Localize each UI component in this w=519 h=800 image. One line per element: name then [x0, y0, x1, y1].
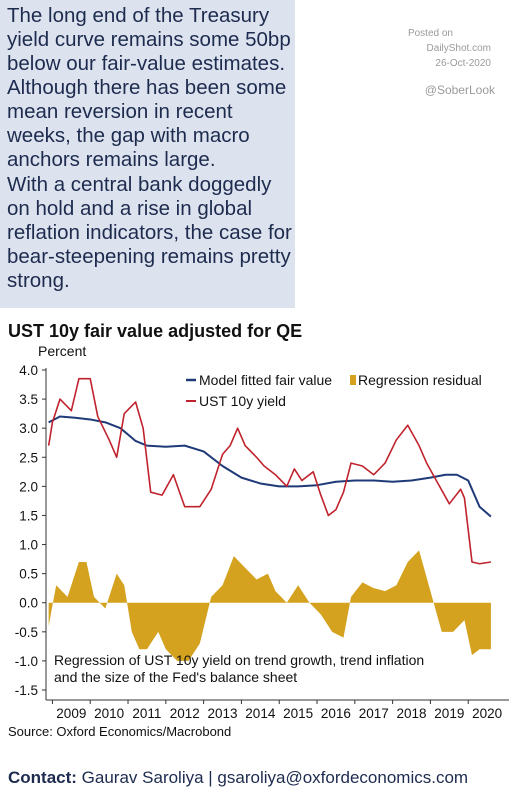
x-tick-label: 2020 [472, 706, 502, 720]
x-tick-label: 2016 [321, 706, 351, 720]
chart-title: UST 10y fair value adjusted for QE [8, 321, 303, 341]
legend-swatch-residual [350, 375, 356, 385]
annotation-text: Regression of UST 10y yield on trend gro… [54, 652, 424, 685]
y-tick-label: 1.5 [19, 508, 38, 523]
legend-label-residual: Regression residual [358, 372, 482, 388]
series-lines-group [47, 377, 492, 565]
y-tick-label: 2.5 [19, 450, 38, 465]
x-tick-label: 2010 [94, 706, 124, 720]
commentary-paragraph-2: With a central bank doggedly on hold and… [7, 173, 292, 292]
y-tick-label: -1.5 [15, 683, 38, 698]
y-tick-label: 3.5 [19, 392, 38, 407]
residual-area [48, 550, 491, 661]
commentary-paragraph-1: The long end of the Treasury yield curve… [7, 4, 291, 171]
legend-label-fair-value: Model fitted fair value [199, 372, 332, 388]
y-tick-label: -1.0 [15, 654, 38, 669]
y-tick-label: 4.0 [19, 363, 38, 378]
watermark-site: DailyShot.com [426, 43, 491, 54]
x-tick-label: 2013 [208, 706, 238, 720]
watermark: Posted on DailyShot.com 26-Oct-2020 [408, 26, 491, 71]
y-tick-label: -0.5 [15, 625, 38, 640]
x-tick-label: 2012 [170, 706, 200, 720]
residual-area-group [48, 550, 491, 661]
contact-text: Gaurav Saroliya | gsaroliya@oxfordeconom… [76, 768, 469, 787]
contact-label: Contact: [8, 768, 77, 787]
x-tick-label: 2011 [132, 706, 161, 720]
chart-source: Source: Oxford Economics/Macrobond [8, 724, 232, 739]
x-tick-label: 2009 [56, 706, 86, 720]
x-tick-label: 2015 [283, 706, 313, 720]
legend-label-yield: UST 10y yield [199, 393, 286, 409]
chart-annotation: Regression of UST 10y yield on trend gro… [54, 652, 424, 685]
y-tick-label: 0.0 [19, 596, 38, 611]
y-tick-label: 3.0 [19, 421, 38, 436]
x-tick-label: 2018 [397, 706, 427, 720]
contact-line: Contact: Gaurav Saroliya | gsaroliya@oxf… [8, 768, 468, 788]
watermark-handle: @SoberLook [424, 83, 495, 97]
commentary-panel: The long end of the Treasury yield curve… [0, 0, 295, 308]
y-tick-label: 0.5 [19, 567, 38, 582]
y-tick-label: 1.0 [19, 538, 38, 553]
ust-10y-yield-line [47, 377, 492, 565]
watermark-date: 26-Oct-2020 [435, 58, 491, 69]
chart-legend: Model fitted fair value Regression residu… [186, 372, 482, 409]
y-axis-label: Percent [38, 343, 86, 359]
y-tick-label: 2.0 [19, 479, 38, 494]
fair-value-line [48, 415, 492, 518]
x-tick-label: 2019 [434, 706, 464, 720]
x-tick-label: 2014 [245, 706, 276, 720]
watermark-posted-on: Posted on [407, 28, 453, 39]
x-tick-label: 2017 [359, 706, 389, 720]
